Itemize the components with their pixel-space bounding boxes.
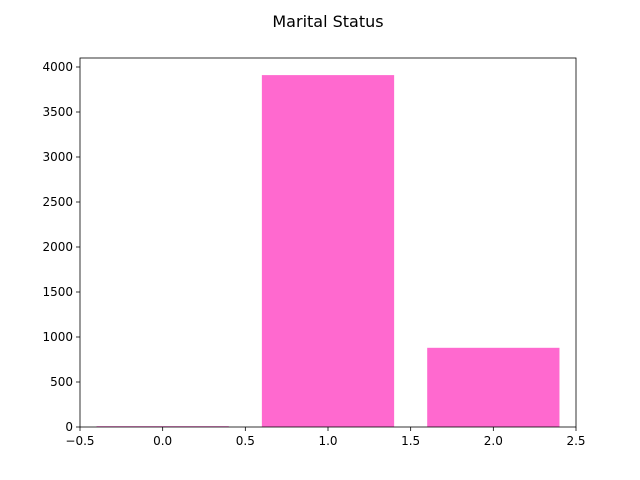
y-tick-label: 0 [65, 420, 73, 434]
y-tick-label: 500 [50, 375, 73, 389]
x-tick-label: 2.5 [566, 434, 585, 448]
bar-2 [427, 347, 560, 427]
y-tick-label: 2500 [42, 195, 73, 209]
x-tick-label: 0.0 [153, 434, 172, 448]
x-tick-label: −0.5 [65, 434, 94, 448]
x-tick-label: 2.0 [484, 434, 503, 448]
y-tick-label: 3000 [42, 150, 73, 164]
x-tick-label: 0.5 [236, 434, 255, 448]
y-tick-label: 1000 [42, 330, 73, 344]
chart-title: Marital Status [272, 12, 383, 31]
bars-group [96, 75, 560, 427]
y-axis: 0 500 1000 1500 2000 2500 3000 3500 4000 [42, 60, 80, 434]
y-tick-label: 2000 [42, 240, 73, 254]
bar-0 [96, 426, 229, 427]
x-tick-label: 1.0 [318, 434, 337, 448]
y-tick-label: 4000 [42, 60, 73, 74]
bar-1 [261, 75, 395, 427]
x-axis: −0.5 0.0 0.5 1.0 1.5 2.0 2.5 [65, 427, 586, 448]
y-tick-label: 1500 [42, 285, 73, 299]
x-tick-label: 1.5 [401, 434, 420, 448]
y-tick-label: 3500 [42, 105, 73, 119]
